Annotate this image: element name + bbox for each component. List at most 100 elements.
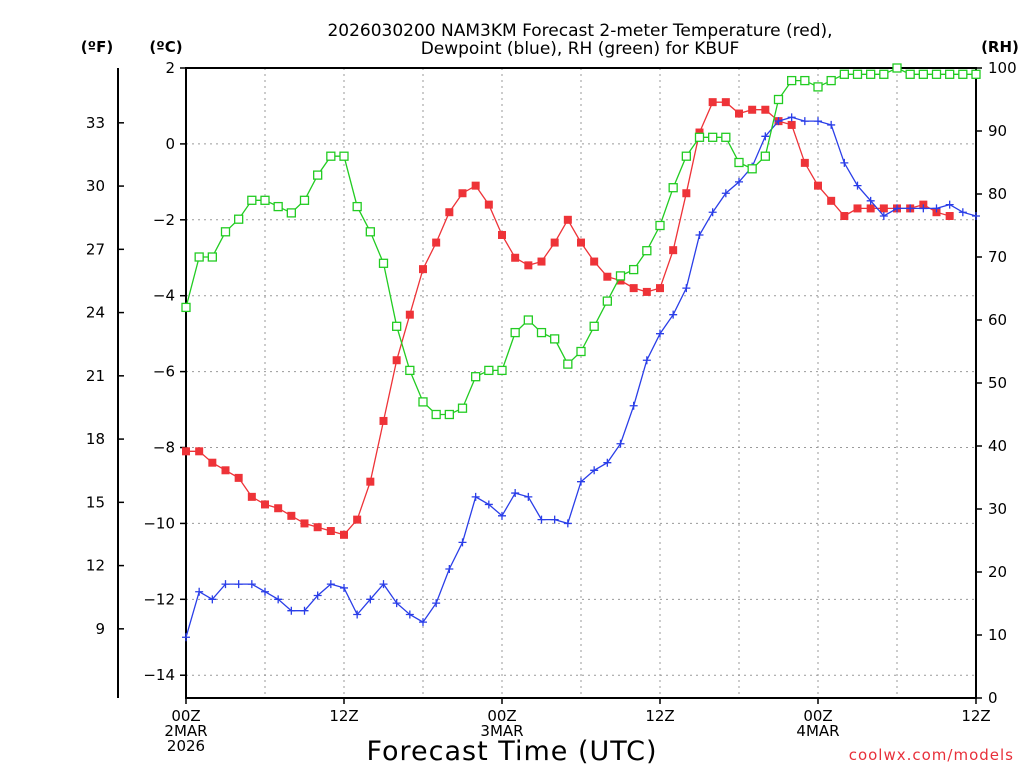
series-rh	[181, 63, 981, 420]
data-point-marker	[800, 75, 810, 86]
data-point-marker	[234, 473, 243, 482]
data-point-marker	[866, 204, 875, 213]
data-point-marker	[852, 69, 863, 79]
data-point-marker	[181, 302, 191, 313]
data-point-marker	[629, 264, 639, 275]
data-point-marker	[484, 200, 493, 209]
data-point-marker	[919, 204, 928, 213]
data-point-marker	[787, 113, 796, 122]
data-point-marker	[839, 69, 849, 79]
data-point-marker	[353, 515, 362, 524]
data-point-marker	[313, 591, 322, 600]
data-point-marker	[274, 504, 283, 513]
data-point-marker	[577, 477, 585, 486]
data-point-marker	[194, 252, 204, 262]
x-tick-label: 00Z	[803, 707, 832, 725]
data-point-marker	[300, 519, 309, 528]
data-point-marker	[629, 284, 638, 293]
x-axis-title: Forecast Time (UTC)	[366, 736, 657, 767]
data-point-marker	[840, 158, 849, 167]
data-point-marker	[457, 403, 468, 413]
fahrenheit-tick-label: 12	[86, 557, 105, 575]
data-point-marker	[261, 587, 269, 596]
data-point-marker	[392, 356, 401, 365]
data-point-marker	[761, 132, 770, 141]
data-point-marker	[668, 183, 678, 193]
x-tick-label: 12Z	[329, 707, 358, 725]
celsius-tick-label: −4	[153, 287, 175, 305]
data-point-marker	[563, 359, 573, 369]
data-point-marker	[287, 511, 296, 520]
x-tick-label: 12Z	[645, 707, 674, 725]
data-point-marker	[866, 69, 876, 79]
data-point-marker	[458, 538, 467, 547]
source-credit: coolwx.com/models	[849, 746, 1014, 764]
data-point-marker	[247, 195, 257, 205]
data-point-marker	[656, 329, 664, 338]
data-point-marker	[326, 151, 336, 161]
data-point-marker	[471, 492, 480, 501]
data-point-marker	[524, 492, 533, 501]
data-point-marker	[695, 230, 704, 239]
chart-title-line1: 2026030200 NAM3KM Forecast 2-meter Tempe…	[327, 21, 832, 41]
data-point-marker	[313, 523, 322, 532]
data-point-marker	[694, 132, 705, 142]
data-point-marker	[695, 128, 704, 137]
rh-tick-label: 50	[988, 374, 1007, 392]
data-point-marker	[945, 200, 954, 209]
data-point-marker	[905, 69, 915, 79]
data-point-marker	[287, 606, 296, 615]
data-point-marker	[682, 284, 691, 293]
data-point-marker	[392, 321, 402, 331]
celsius-tick-label: −8	[153, 439, 175, 457]
rh-axis-unit: (RH)	[981, 38, 1019, 56]
fahrenheit-axis-unit: (ºF)	[81, 38, 113, 56]
data-point-marker	[748, 105, 757, 114]
data-point-marker	[971, 69, 981, 79]
data-point-marker	[550, 334, 560, 344]
rh-tick-label: 80	[988, 185, 1007, 203]
data-point-marker	[339, 151, 349, 161]
data-point-marker	[431, 409, 441, 420]
data-point-marker	[681, 151, 691, 161]
data-point-marker	[195, 587, 204, 596]
data-point-marker	[220, 227, 231, 237]
data-point-marker	[735, 177, 743, 186]
fahrenheit-tick-label: 9	[95, 620, 105, 638]
x-tick-label: 00Z	[171, 707, 200, 725]
data-point-marker	[313, 170, 323, 180]
grid-layer	[186, 67, 976, 698]
rh-tick-label: 20	[988, 563, 1007, 581]
data-point-marker	[853, 181, 862, 190]
data-point-marker	[260, 195, 270, 205]
celsius-tick-label: −6	[153, 363, 175, 381]
data-point-marker	[550, 238, 559, 247]
x-tick-label: 4MAR	[796, 722, 839, 740]
rh-tick-label: 0	[988, 689, 998, 707]
data-point-marker	[958, 69, 968, 79]
data-point-marker	[721, 98, 730, 107]
data-point-marker	[787, 75, 797, 86]
data-point-marker	[682, 189, 691, 198]
data-point-marker	[972, 212, 980, 221]
data-point-marker	[300, 606, 309, 615]
data-point-marker	[352, 201, 362, 212]
data-point-marker	[931, 69, 942, 79]
data-point-marker	[340, 530, 348, 539]
data-point-marker	[444, 409, 454, 420]
data-point-marker	[484, 500, 493, 509]
data-point-marker	[826, 75, 836, 86]
data-point-marker	[353, 610, 362, 619]
data-point-marker	[603, 272, 612, 281]
data-point-marker	[615, 271, 626, 281]
x-tick-label: 2MAR	[164, 722, 207, 740]
data-point-marker	[563, 519, 572, 528]
data-point-marker	[379, 580, 388, 589]
data-point-marker	[550, 515, 559, 524]
fahrenheit-tick-label: 15	[86, 493, 105, 511]
data-point-marker	[590, 466, 599, 475]
data-point-marker	[405, 310, 414, 319]
data-point-marker	[432, 238, 441, 247]
data-point-marker	[932, 204, 941, 213]
